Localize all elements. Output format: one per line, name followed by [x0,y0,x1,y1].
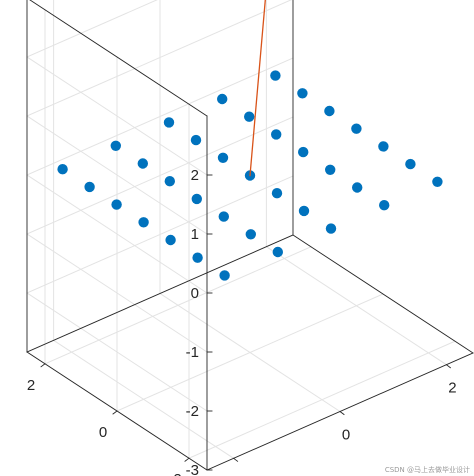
y-tick-mark [40,363,46,368]
y-tick-label: 0 [99,424,107,441]
data-point [352,182,363,193]
data-point [270,70,281,81]
grid-line-wall-x-z [26,115,208,235]
data-point [272,246,283,258]
data-point [219,270,230,281]
data-point [84,181,95,193]
grid-line-floor-y [116,293,384,412]
grid-line-wall-y-z [26,116,294,235]
data-point [138,217,149,228]
x-tick-label: 2 [448,380,456,397]
data-point [298,205,310,217]
data-point [137,158,148,169]
box-edge [29,0,208,117]
grid-line-floor-y [188,340,456,459]
grid-line-wall-y-z [26,0,158,58]
data-point [111,199,122,210]
x-tick-mark [232,457,239,462]
data-point [325,164,336,175]
x-tick-label: -2 [233,473,246,476]
grid-line-wall-x-z [26,56,208,176]
data-point [324,105,335,117]
grid-line-wall-y-z [26,57,294,176]
data-point [379,200,390,211]
x-tick-mark [339,410,345,416]
grid-line-wall-x-z [26,292,208,412]
grid-line-wall-y-z [26,0,292,117]
data-point [217,93,228,105]
data-point [110,140,122,151]
data-point [271,129,282,140]
data-point [165,234,176,246]
grid-line-floor-y [44,246,312,365]
quiver-series [249,0,266,177]
data-point [351,123,362,134]
z-tick-label: 2 [191,167,199,184]
data-point [245,229,256,240]
watermark: CSDN @马上去做毕业设计 [385,465,470,474]
data-point [244,111,255,122]
grid-line-wall-x-z [26,174,208,294]
x-tick-label: 0 [342,427,350,444]
data-point [218,211,229,222]
grid-line-wall-y-z [26,175,294,294]
data-point [378,141,389,152]
z-tick-label: 1 [191,226,199,243]
y-tick-label: -2 [168,471,181,476]
z-tick-label: 0 [191,285,199,302]
data-point [163,117,175,128]
data-point [190,134,202,146]
data-point [217,152,229,163]
box-edge [292,234,474,354]
scatter-series [57,70,443,281]
data-point [271,188,283,199]
data-point [297,88,308,99]
y-tick-mark [184,457,190,462]
axis-ticks: -3 -2 -1 0 1 2 -2 0 2 -2 0 2 [27,167,457,476]
data-point [405,158,416,170]
y-tick-mark [112,410,118,415]
data-point [325,223,337,234]
box-edge [26,234,294,353]
data-point [192,252,203,263]
data-point [191,193,202,205]
data-point [164,176,175,187]
data-point [57,164,68,175]
arrow-shaft [249,0,266,177]
z-tick-label: -3 [186,462,199,476]
x-tick-mark [445,364,452,369]
data-point [432,176,443,187]
data-point [298,146,309,158]
y-tick-label: 2 [27,377,35,394]
z-tick-label: -2 [186,403,199,420]
grid-line-wall-x-z [26,233,208,353]
z-tick-label: -1 [186,344,199,361]
